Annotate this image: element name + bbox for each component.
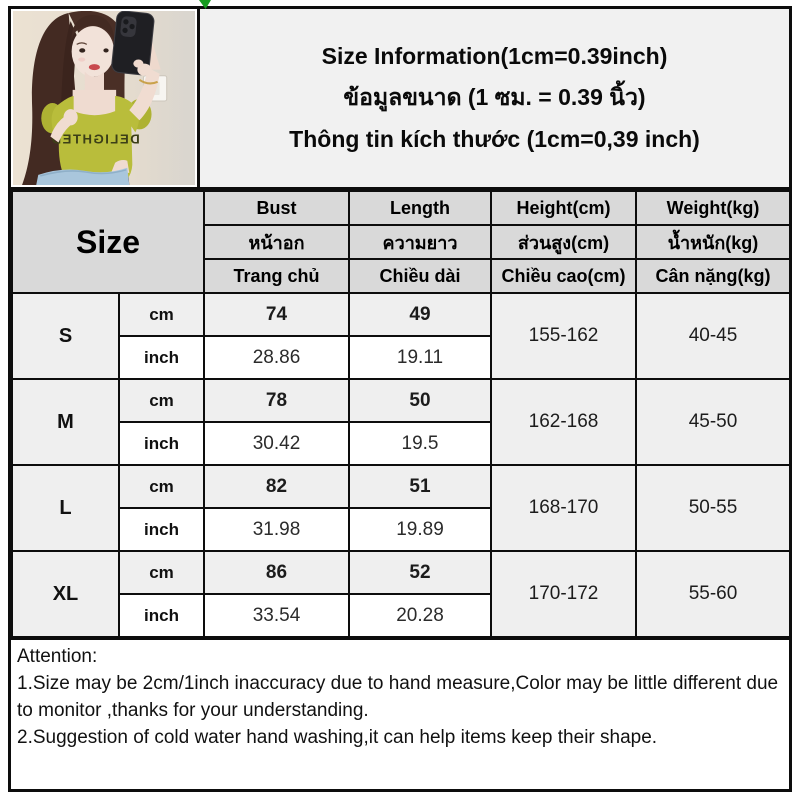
table-row-xl-inch: inch 33.54 20.28 xyxy=(12,593,790,638)
header-weight-th: น้ำหนัก(kg) xyxy=(635,224,791,260)
header-height-vi: Chiều cao(cm) xyxy=(490,258,637,294)
size-label-l: L xyxy=(11,464,120,552)
unit-label: cm xyxy=(118,550,205,595)
length-cm-xl: 52 xyxy=(348,550,492,595)
height-m: 162-168 xyxy=(490,378,637,466)
header-bust-vi: Trang chủ xyxy=(203,258,350,294)
size-table: Size Bust Length Height(cm) Weight(kg) ห… xyxy=(11,190,791,638)
height-xl: 170-172 xyxy=(490,550,637,638)
bust-cm-s: 74 xyxy=(203,292,350,337)
table-row-l-cm: L cm 82 51 168-170 50-55 xyxy=(11,464,791,552)
mirror-selfie-illustration: DELIGHTED xyxy=(13,11,195,185)
size-label-s: S xyxy=(11,292,120,380)
title-line-thai: ข้อมูลขนาด (1 ซม. = 0.39 นิ้ว) xyxy=(343,84,646,110)
header-bust-en: Bust xyxy=(203,190,350,226)
length-inch-l: 19.89 xyxy=(348,507,492,552)
bracelet xyxy=(138,78,159,85)
size-corner-label: Size xyxy=(11,190,205,294)
green-corner-marker xyxy=(199,0,211,9)
header-length-th: ความยาว xyxy=(348,224,492,260)
weight-l: 50-55 xyxy=(635,464,791,552)
weight-xl: 55-60 xyxy=(635,550,791,638)
size-chart-frame: DELIGHTED xyxy=(8,6,792,792)
unit-label: cm xyxy=(118,378,205,423)
bust-inch-s: 28.86 xyxy=(203,335,350,380)
table-row-s-inch: inch 28.86 19.11 xyxy=(12,335,790,380)
attention-heading: Attention: xyxy=(17,646,98,667)
bust-cm-xl: 86 xyxy=(203,550,350,595)
bust-cm-l: 82 xyxy=(203,464,350,509)
length-inch-m: 19.5 xyxy=(348,421,492,466)
header-weight-vi: Cân nặng(kg) xyxy=(635,258,791,294)
length-cm-l: 51 xyxy=(348,464,492,509)
table-row-xl-cm: XL cm 86 52 170-172 55-60 xyxy=(11,550,791,638)
attention-notes: Attention: 1.Size may be 2cm/1inch inacc… xyxy=(11,638,789,752)
size-label-xl: XL xyxy=(11,550,120,638)
chest-skin xyxy=(72,89,117,119)
jeans xyxy=(36,160,130,185)
header-height-th: ส่วนสูง(cm) xyxy=(490,224,637,260)
model-face xyxy=(71,15,115,77)
header-length-vi: Chiều dài xyxy=(348,258,492,294)
bust-inch-l: 31.98 xyxy=(203,507,350,552)
product-photo: DELIGHTED xyxy=(11,9,200,187)
attention-note-2: 2.Suggestion of cold water hand washing,… xyxy=(17,726,658,748)
unit-label: inch xyxy=(118,335,205,380)
hand-holding-phone xyxy=(133,59,152,76)
bust-inch-m: 30.42 xyxy=(203,421,350,466)
table-row-m-inch: inch 30.42 19.5 xyxy=(12,421,790,466)
height-l: 168-170 xyxy=(490,464,637,552)
table-row-s-cm: S cm 74 49 155-162 40-45 xyxy=(11,292,791,380)
unit-label: cm xyxy=(118,292,205,337)
weight-m: 45-50 xyxy=(635,378,791,466)
table-row-l-inch: inch 31.98 19.89 xyxy=(12,507,790,552)
header-length-en: Length xyxy=(348,190,492,226)
attention-note-1: 1.Size may be 2cm/1inch inaccuracy due t… xyxy=(17,672,779,721)
header-bust-th: หน้าอก xyxy=(203,224,350,260)
length-cm-s: 49 xyxy=(348,292,492,337)
length-cm-m: 50 xyxy=(348,378,492,423)
shirt-text: DELIGHTED xyxy=(50,132,140,147)
title-line-english: Size Information(1cm=0.39inch) xyxy=(321,43,668,69)
size-info-title: Size Information(1cm=0.39inch) ข้อมูลขนา… xyxy=(200,9,789,187)
unit-label: inch xyxy=(118,507,205,552)
title-line-vietnamese: Thông tin kích thước (1cm=0,39 inch) xyxy=(289,126,700,152)
weight-s: 40-45 xyxy=(635,292,791,380)
unit-label: inch xyxy=(118,421,205,466)
unit-label: cm xyxy=(118,464,205,509)
table-row-m-cm: M cm 78 50 162-168 45-50 xyxy=(11,378,791,466)
unit-label: inch xyxy=(118,593,205,638)
length-inch-xl: 20.28 xyxy=(348,593,492,638)
header-height-en: Height(cm) xyxy=(490,190,637,226)
phone xyxy=(111,11,155,76)
bust-inch-xl: 33.54 xyxy=(203,593,350,638)
top-section: DELIGHTED xyxy=(11,9,789,190)
size-label-m: M xyxy=(11,378,120,466)
left-hand-on-chest xyxy=(50,109,78,143)
length-inch-s: 19.11 xyxy=(348,335,492,380)
bust-cm-m: 78 xyxy=(203,378,350,423)
height-s: 155-162 xyxy=(490,292,637,380)
header-weight-en: Weight(kg) xyxy=(635,190,791,226)
